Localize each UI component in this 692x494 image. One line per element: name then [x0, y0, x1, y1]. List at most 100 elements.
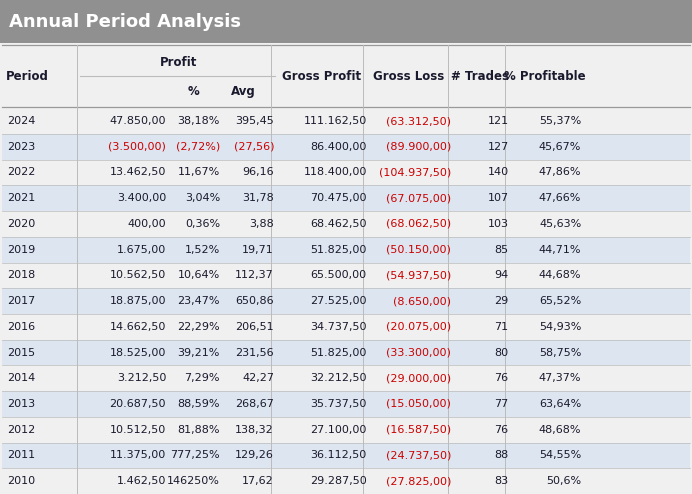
Text: 112,37: 112,37 — [235, 270, 274, 281]
Text: 118.400,00: 118.400,00 — [303, 167, 367, 177]
Text: 1,52%: 1,52% — [185, 245, 220, 254]
Text: Avg: Avg — [230, 85, 255, 98]
Text: 1.462,50: 1.462,50 — [117, 476, 166, 486]
Text: 17,62: 17,62 — [242, 476, 274, 486]
Text: 11,67%: 11,67% — [178, 167, 220, 177]
Text: 27.525,00: 27.525,00 — [310, 296, 367, 306]
Text: 20.687,50: 20.687,50 — [109, 399, 166, 409]
Text: 395,45: 395,45 — [235, 116, 274, 126]
Text: 777,25%: 777,25% — [170, 451, 220, 460]
Text: 2024: 2024 — [8, 116, 36, 126]
Text: 2014: 2014 — [8, 373, 36, 383]
Text: 86.400,00: 86.400,00 — [311, 142, 367, 152]
Text: 22,29%: 22,29% — [177, 322, 220, 332]
Text: 111.162,50: 111.162,50 — [304, 116, 367, 126]
Text: 3.400,00: 3.400,00 — [117, 193, 166, 203]
Text: 96,16: 96,16 — [242, 167, 274, 177]
Text: 146250%: 146250% — [167, 476, 220, 486]
FancyBboxPatch shape — [2, 134, 690, 160]
Text: 29: 29 — [494, 296, 509, 306]
Text: (29.000,00): (29.000,00) — [386, 373, 451, 383]
Text: 65,52%: 65,52% — [539, 296, 581, 306]
Text: 68.462,50: 68.462,50 — [310, 219, 367, 229]
Text: 47.850,00: 47.850,00 — [109, 116, 166, 126]
Text: 2022: 2022 — [8, 167, 36, 177]
Text: 10.512,50: 10.512,50 — [110, 425, 166, 435]
Text: 54,55%: 54,55% — [539, 451, 581, 460]
Text: 51.825,00: 51.825,00 — [311, 348, 367, 358]
Text: 19,71: 19,71 — [242, 245, 274, 254]
Text: 35.737,50: 35.737,50 — [311, 399, 367, 409]
Text: 2020: 2020 — [8, 219, 36, 229]
Text: 88,59%: 88,59% — [178, 399, 220, 409]
Text: 42,27: 42,27 — [242, 373, 274, 383]
Text: 1.675,00: 1.675,00 — [117, 245, 166, 254]
Text: 83: 83 — [495, 476, 509, 486]
Text: 55,37%: 55,37% — [539, 116, 581, 126]
Text: 58,75%: 58,75% — [539, 348, 581, 358]
FancyBboxPatch shape — [2, 391, 690, 417]
Text: 7,29%: 7,29% — [185, 373, 220, 383]
Text: 76: 76 — [495, 373, 509, 383]
Text: (2,72%): (2,72%) — [176, 142, 220, 152]
Text: (68.062,50): (68.062,50) — [386, 219, 451, 229]
Text: 38,18%: 38,18% — [178, 116, 220, 126]
Text: 76: 76 — [495, 425, 509, 435]
Text: (27.825,00): (27.825,00) — [386, 476, 451, 486]
Text: 2017: 2017 — [8, 296, 36, 306]
FancyBboxPatch shape — [2, 340, 690, 366]
FancyBboxPatch shape — [2, 443, 690, 468]
Text: 77: 77 — [494, 399, 509, 409]
Text: (3.500,00): (3.500,00) — [108, 142, 166, 152]
Text: 2019: 2019 — [8, 245, 36, 254]
Text: 18.875,00: 18.875,00 — [109, 296, 166, 306]
Text: 70.475,00: 70.475,00 — [310, 193, 367, 203]
Text: 268,67: 268,67 — [235, 399, 274, 409]
Text: 138,32: 138,32 — [235, 425, 274, 435]
Text: (89.900,00): (89.900,00) — [386, 142, 451, 152]
Text: (54.937,50): (54.937,50) — [386, 270, 451, 281]
Text: % Profitable: % Profitable — [504, 70, 585, 83]
Text: 10.562,50: 10.562,50 — [110, 270, 166, 281]
Text: (20.075,00): (20.075,00) — [386, 322, 451, 332]
Text: 13.462,50: 13.462,50 — [110, 167, 166, 177]
Text: 2016: 2016 — [8, 322, 36, 332]
Text: 36.112,50: 36.112,50 — [311, 451, 367, 460]
Text: %: % — [188, 85, 199, 98]
Text: 400,00: 400,00 — [127, 219, 166, 229]
Text: 44,71%: 44,71% — [539, 245, 581, 254]
Text: 3,04%: 3,04% — [185, 193, 220, 203]
Text: 2023: 2023 — [8, 142, 36, 152]
Text: 50,6%: 50,6% — [546, 476, 581, 486]
Text: Profit: Profit — [159, 56, 197, 69]
Text: 48,68%: 48,68% — [539, 425, 581, 435]
Text: 65.500,00: 65.500,00 — [311, 270, 367, 281]
Text: (24.737,50): (24.737,50) — [386, 451, 451, 460]
Text: 18.525,00: 18.525,00 — [110, 348, 166, 358]
Text: 2010: 2010 — [8, 476, 36, 486]
Text: 94: 94 — [494, 270, 509, 281]
Text: 44,68%: 44,68% — [539, 270, 581, 281]
Text: 47,37%: 47,37% — [539, 373, 581, 383]
Text: 129,26: 129,26 — [235, 451, 274, 460]
Text: 0,36%: 0,36% — [185, 219, 220, 229]
Text: 2012: 2012 — [8, 425, 36, 435]
Text: 127: 127 — [487, 142, 509, 152]
Text: 34.737,50: 34.737,50 — [310, 322, 367, 332]
Text: 121: 121 — [487, 116, 509, 126]
Text: (8.650,00): (8.650,00) — [393, 296, 451, 306]
Text: 81,88%: 81,88% — [178, 425, 220, 435]
Text: 14.662,50: 14.662,50 — [110, 322, 166, 332]
Text: 231,56: 231,56 — [235, 348, 274, 358]
Text: 2015: 2015 — [8, 348, 36, 358]
Text: (104.937,50): (104.937,50) — [379, 167, 451, 177]
Text: 47,86%: 47,86% — [539, 167, 581, 177]
Text: 51.825,00: 51.825,00 — [311, 245, 367, 254]
Text: 2013: 2013 — [8, 399, 36, 409]
Text: 11.375,00: 11.375,00 — [110, 451, 166, 460]
Text: 32.212,50: 32.212,50 — [310, 373, 367, 383]
Text: Gross Loss: Gross Loss — [374, 70, 444, 83]
Text: (16.587,50): (16.587,50) — [386, 425, 451, 435]
Text: 45,63%: 45,63% — [539, 219, 581, 229]
Text: 23,47%: 23,47% — [178, 296, 220, 306]
